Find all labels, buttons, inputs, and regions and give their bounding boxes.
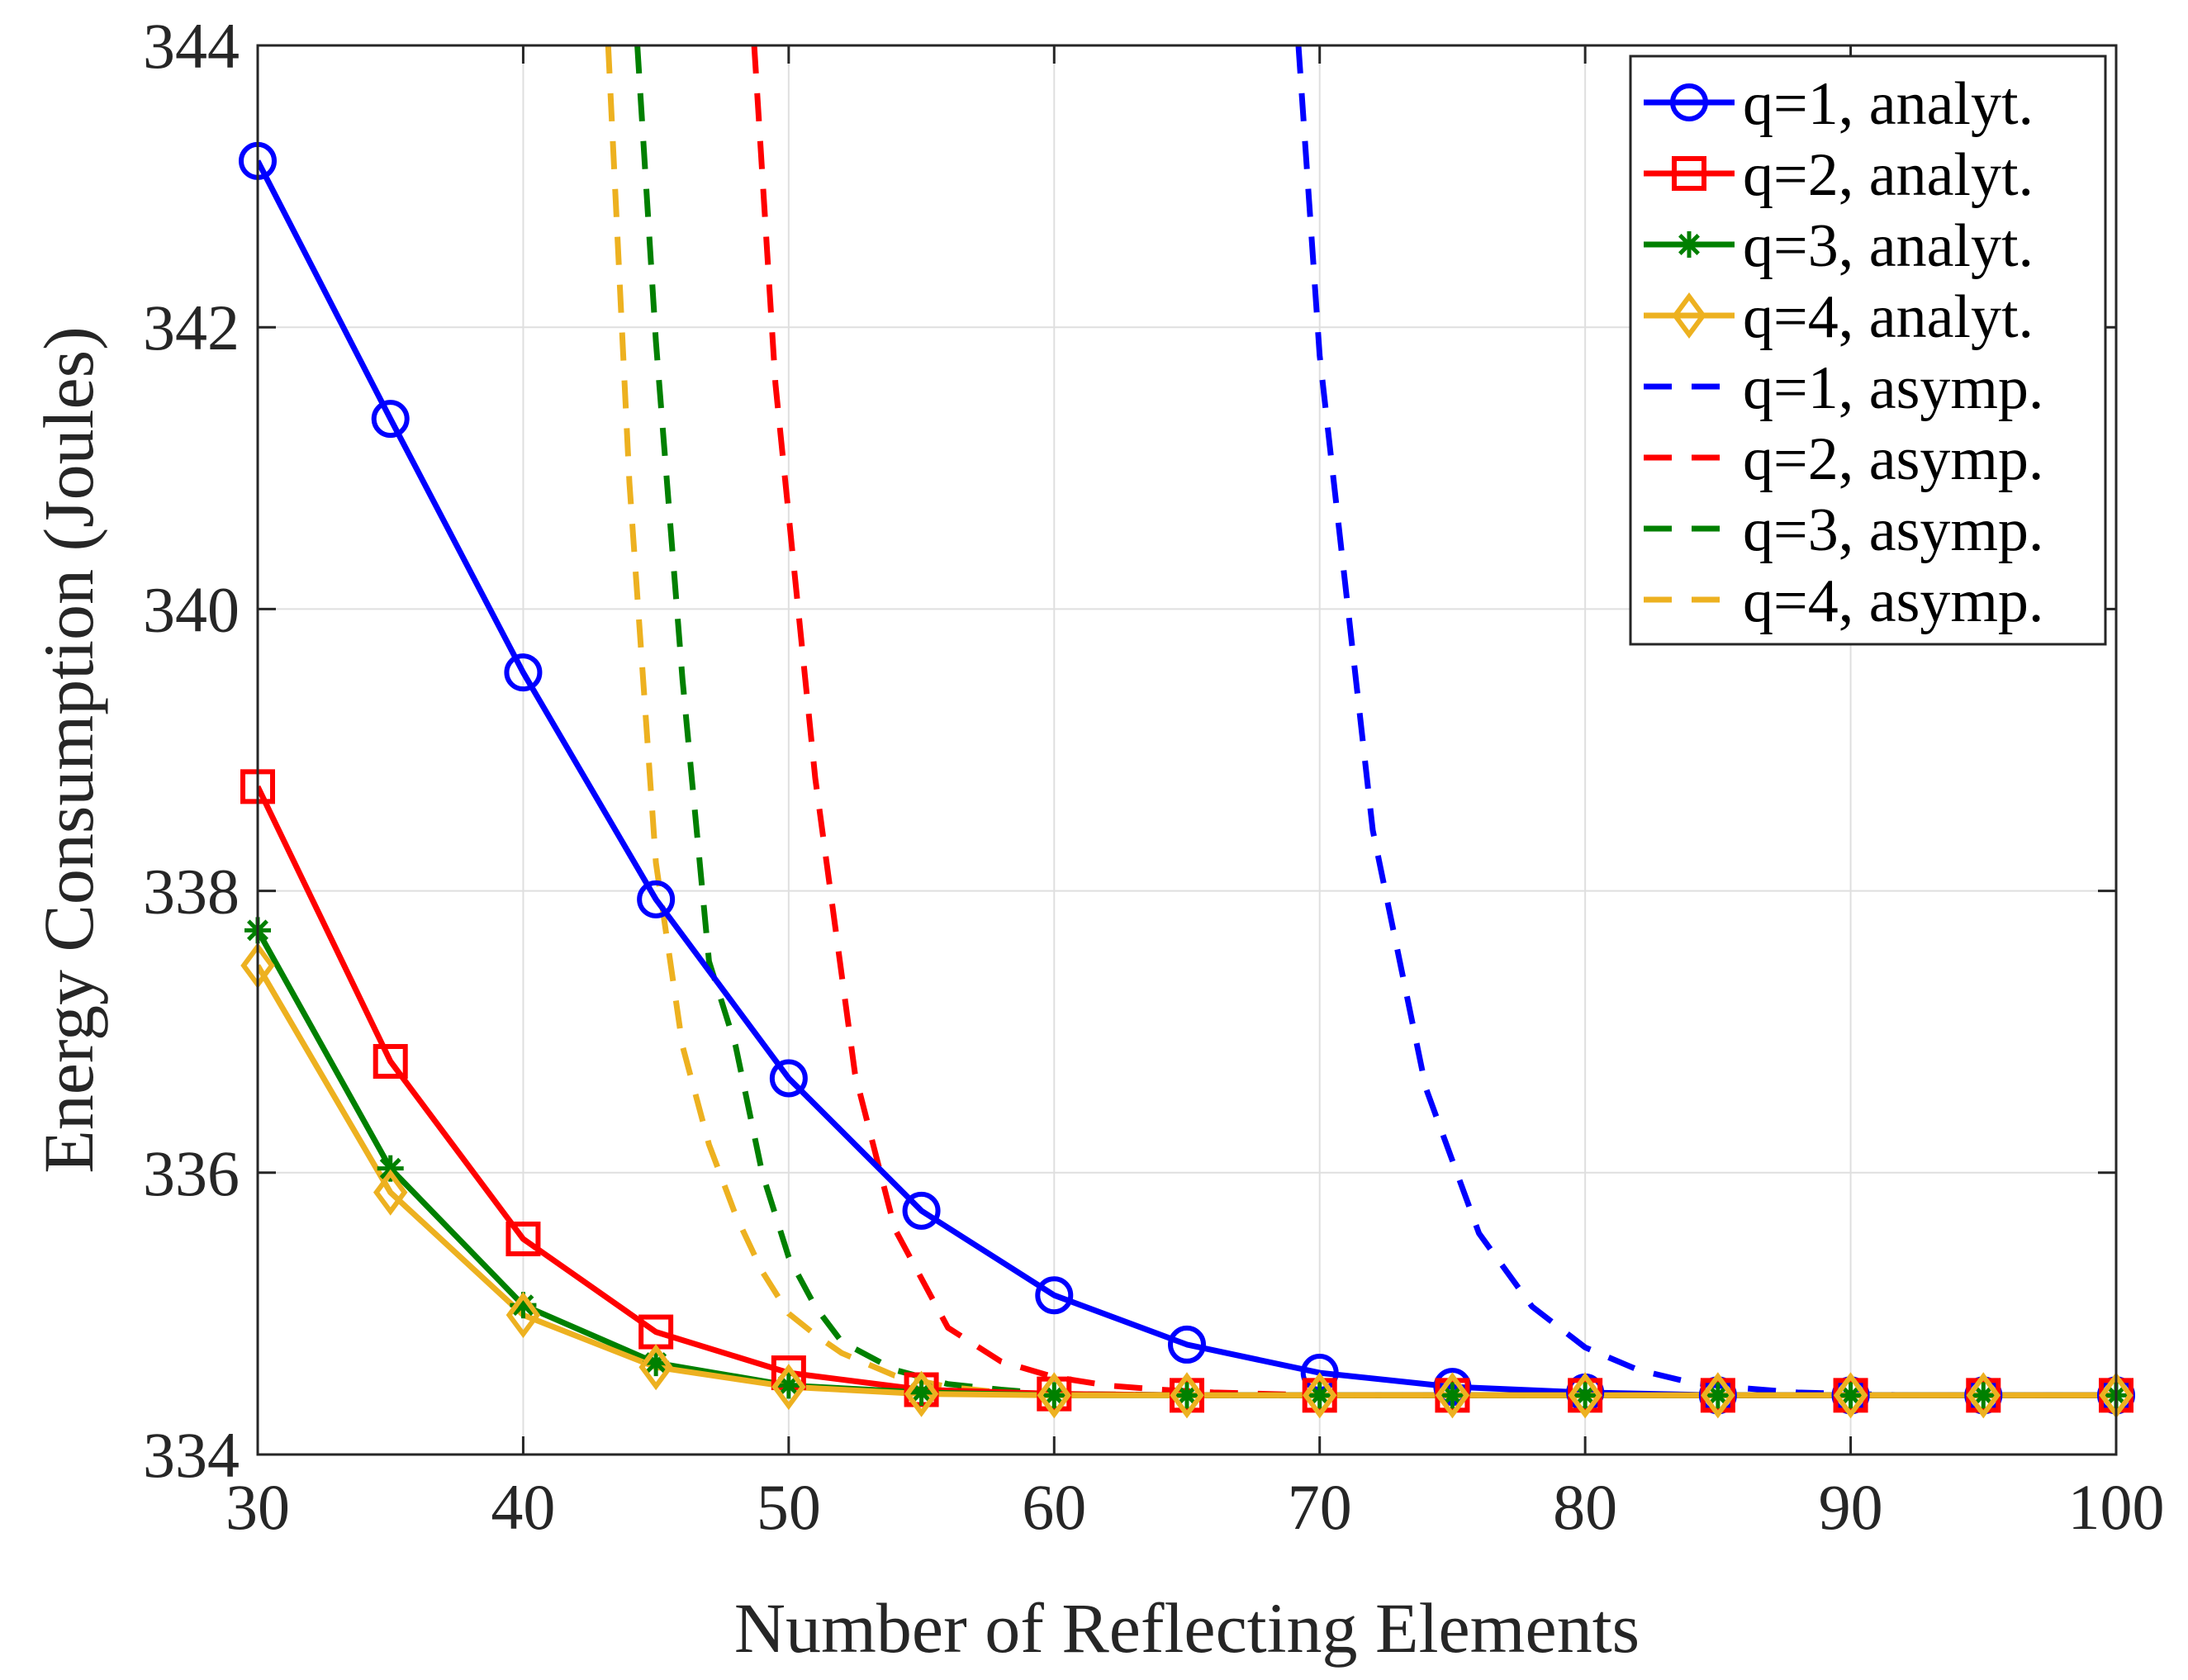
- asterisk-stroke: [1839, 1384, 1862, 1407]
- data-point: [1701, 1372, 1735, 1419]
- data-point: [371, 400, 410, 439]
- data-point: [1966, 1372, 2001, 1419]
- data-point: [1970, 1382, 1997, 1409]
- legend-label: q=4, analyt.: [1743, 283, 2034, 351]
- data-point: [769, 1059, 808, 1098]
- legend-box: [1629, 55, 2107, 646]
- x-tick-label: 60: [1022, 1471, 1086, 1543]
- y-tick-label: 342: [143, 292, 240, 363]
- x-tick-label: 80: [1553, 1471, 1617, 1543]
- legend-label: q=2, asymp.: [1743, 425, 2043, 493]
- data-point: [771, 1364, 806, 1411]
- data-point: [638, 1344, 673, 1391]
- legend-marker-swatch: [1676, 231, 1702, 258]
- x-tick-label: 30: [225, 1471, 290, 1543]
- y-tick-label: 338: [143, 856, 240, 928]
- data-point: [1168, 1325, 1206, 1364]
- x-tick-label: 40: [491, 1471, 555, 1543]
- x-tick-label: 50: [757, 1471, 821, 1543]
- data-point: [904, 1370, 939, 1417]
- data-point: [1306, 1382, 1333, 1409]
- data-point: [1704, 1382, 1731, 1409]
- asterisk-stroke: [1043, 1384, 1066, 1407]
- data-point: [1302, 1372, 1337, 1419]
- data-point: [1568, 1372, 1602, 1419]
- data-point: [637, 880, 676, 918]
- asterisk-stroke: [1678, 234, 1700, 255]
- x-tick-label: 90: [1819, 1471, 1883, 1543]
- y-tick-label: 336: [143, 1137, 240, 1209]
- legend-label: q=2, analyt.: [1743, 141, 2034, 209]
- legend-label: q=1, analyt.: [1743, 70, 2034, 138]
- data-point: [373, 1044, 408, 1080]
- asterisk-stroke: [1308, 1384, 1331, 1407]
- asterisk-stroke: [1706, 1384, 1729, 1407]
- data-point: [1035, 1276, 1074, 1315]
- data-point: [1037, 1372, 1072, 1419]
- legend-label: q=3, asymp.: [1743, 496, 2043, 564]
- x-tick-label: 70: [1288, 1471, 1352, 1543]
- y-tick-label: 340: [143, 573, 240, 645]
- data-point: [1837, 1382, 1864, 1409]
- data-point: [505, 1221, 541, 1256]
- y-tick-label: 344: [143, 10, 240, 82]
- legend-label: q=1, asymp.: [1743, 354, 2043, 422]
- series-line-5: [1295, 45, 2116, 1398]
- asterisk-stroke: [1574, 1384, 1597, 1407]
- data-point: [1174, 1382, 1200, 1409]
- data-point: [373, 1169, 408, 1216]
- x-tick-label: 100: [2068, 1471, 2165, 1543]
- y-axis-title: Energy Consumption (Joules): [29, 326, 108, 1174]
- x-axis-title: Number of Reflecting Elements: [734, 1588, 1640, 1668]
- asterisk-stroke: [512, 1294, 534, 1317]
- data-point: [1572, 1382, 1599, 1409]
- data-point: [902, 1191, 941, 1230]
- series-line-6: [751, 45, 2116, 1398]
- data-point: [1439, 1382, 1466, 1409]
- asterisk-stroke: [1972, 1384, 1995, 1407]
- legend-marker-swatch: [1672, 292, 1706, 339]
- asterisk-stroke: [379, 1157, 401, 1179]
- y-tick-label: 334: [143, 1419, 240, 1491]
- data-point: [505, 1292, 541, 1339]
- asterisk-stroke: [1441, 1384, 1464, 1407]
- legend-marker-swatch: [1672, 156, 1706, 191]
- legend-marker-swatch: [1670, 83, 1708, 121]
- data-point: [1041, 1382, 1068, 1409]
- legend-label: q=3, analyt.: [1743, 212, 2034, 280]
- series-line-7: [634, 45, 2116, 1398]
- legend-label: q=4, asymp.: [1743, 567, 2043, 635]
- legend: q=1, analyt.q=2, analyt.q=3, analyt.q=4,…: [1629, 55, 2107, 646]
- data-point: [1833, 1372, 1868, 1419]
- axes: 30 40 50 60 70 80 90 100 334 336 338 340 342 344: [143, 10, 2165, 1543]
- data-point: [1435, 1372, 1470, 1419]
- axes-box: [256, 44, 2118, 1456]
- data-point: [1170, 1372, 1204, 1419]
- asterisk-stroke: [1176, 1384, 1198, 1407]
- data-point: [504, 653, 543, 692]
